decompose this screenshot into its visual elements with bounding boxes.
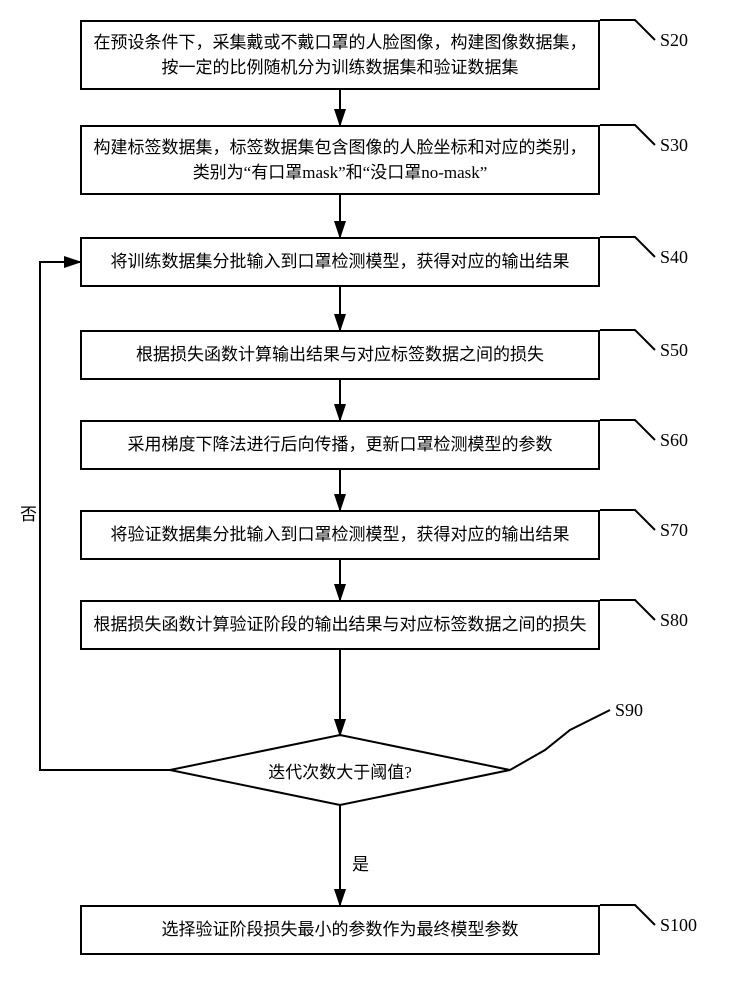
flow-node-s40: 将训练数据集分批输入到口罩检测模型，获得对应的输出结果: [80, 237, 600, 287]
edge-label: 是: [352, 850, 369, 875]
flow-node-s30: 构建标签数据集，标签数据集包含图像的人脸坐标和对应的类别，类别为“有口罩mask…: [80, 125, 600, 195]
step-label-s40: S40: [660, 247, 688, 268]
flow-node-s80: 根据损失函数计算验证阶段的输出结果与对应标签数据之间的损失: [80, 600, 600, 650]
flow-node-s50: 根据损失函数计算输出结果与对应标签数据之间的损失: [80, 330, 600, 380]
step-label-s20: S20: [660, 30, 688, 51]
step-label-s80: S80: [660, 610, 688, 631]
edge-label: 否: [20, 500, 37, 525]
flow-node-s90: 迭代次数大于阈值?: [170, 758, 510, 783]
step-label-s60: S60: [660, 430, 688, 451]
flow-node-s20: 在预设条件下，采集戴或不戴口罩的人脸图像，构建图像数据集，按一定的比例随机分为训…: [80, 20, 600, 90]
step-label-s50: S50: [660, 340, 688, 361]
step-label-s100: S100: [660, 915, 697, 936]
flow-node-s100: 选择验证阶段损失最小的参数作为最终模型参数: [80, 905, 600, 955]
flow-node-s60: 采用梯度下降法进行后向传播，更新口罩检测模型的参数: [80, 420, 600, 470]
step-label-s90: S90: [615, 700, 643, 721]
step-label-s30: S30: [660, 135, 688, 156]
flowchart-canvas: 在预设条件下，采集戴或不戴口罩的人脸图像，构建图像数据集，按一定的比例随机分为训…: [0, 0, 730, 1000]
step-label-s70: S70: [660, 520, 688, 541]
flow-node-s70: 将验证数据集分批输入到口罩检测模型，获得对应的输出结果: [80, 510, 600, 560]
